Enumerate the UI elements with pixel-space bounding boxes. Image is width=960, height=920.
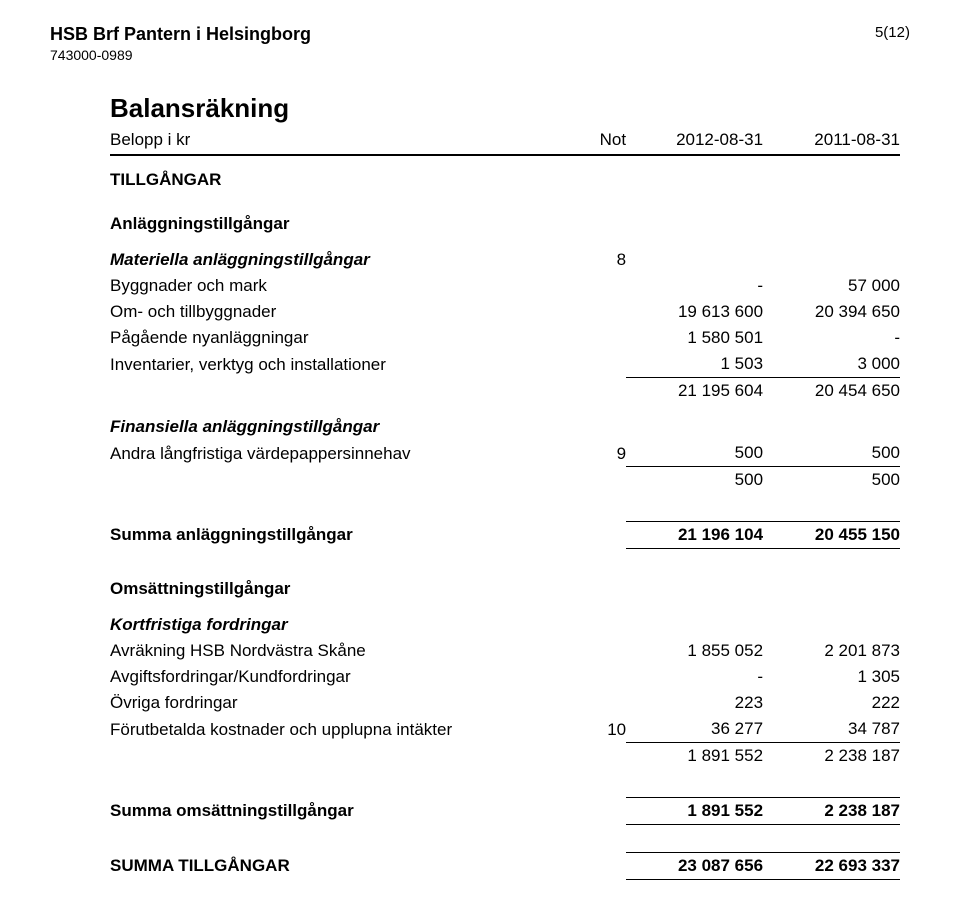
row-label: Övriga fordringar bbox=[110, 690, 552, 716]
sub-text: Materiella anläggningstillgångar bbox=[110, 247, 552, 273]
row-value-1: - bbox=[626, 273, 763, 299]
section-assets-heading: TILLGÅNGAR bbox=[110, 155, 900, 193]
table-row: Övriga fordringar 223 222 bbox=[110, 690, 900, 716]
sum-current-assets-row: Summa omsättningstillgångar 1 891 552 2 … bbox=[110, 797, 900, 824]
sum-2: 20 455 150 bbox=[763, 521, 900, 548]
subtotal-1: 1 891 552 bbox=[626, 743, 763, 770]
col-year-1: 2012-08-31 bbox=[626, 130, 763, 155]
row-label: Avräkning HSB Nordvästra Skåne bbox=[110, 638, 552, 664]
row-value-2: 1 305 bbox=[763, 664, 900, 690]
table-row: Om- och tillbyggnader 19 613 600 20 394 … bbox=[110, 299, 900, 325]
table-row: Avgiftsfordringar/Kundfordringar - 1 305 bbox=[110, 664, 900, 690]
heading-text: Omsättningstillgångar bbox=[110, 576, 552, 602]
col-note: Not bbox=[552, 130, 626, 155]
row-value-1: 223 bbox=[626, 690, 763, 716]
row-value-1: 1 855 052 bbox=[626, 638, 763, 664]
row-label: Om- och tillbyggnader bbox=[110, 299, 552, 325]
balance-table: Belopp i kr Not 2012-08-31 2011-08-31 TI… bbox=[110, 130, 900, 880]
report-title: Balansräkning bbox=[110, 93, 900, 124]
heading-text: Anläggningstillgångar bbox=[110, 211, 552, 237]
table-row: Inventarier, verktyg och installationer … bbox=[110, 351, 900, 378]
table-row: Byggnader och mark - 57 000 bbox=[110, 273, 900, 299]
note-ref: 9 bbox=[552, 440, 626, 467]
row-value-1: - bbox=[626, 664, 763, 690]
sum-fixed-assets-row: Summa anläggningstillgångar 21 196 104 2… bbox=[110, 521, 900, 548]
row-value-2: 500 bbox=[763, 440, 900, 467]
row-value-2: 57 000 bbox=[763, 273, 900, 299]
sum-total-assets-row: SUMMA TILLGÅNGAR 23 087 656 22 693 337 bbox=[110, 852, 900, 879]
sum-1: 1 891 552 bbox=[626, 797, 763, 824]
section-current-assets-heading: Omsättningstillgångar bbox=[110, 576, 900, 602]
row-value-2: 34 787 bbox=[763, 716, 900, 743]
org-name: HSB Brf Pantern i Helsingborg bbox=[50, 24, 311, 45]
subheading-receivables: Kortfristiga fordringar bbox=[110, 612, 900, 638]
col-year-2: 2011-08-31 bbox=[763, 130, 900, 155]
note-ref: 10 bbox=[552, 716, 626, 743]
column-header-row: Belopp i kr Not 2012-08-31 2011-08-31 bbox=[110, 130, 900, 155]
table-row: Pågående nyanläggningar 1 580 501 - bbox=[110, 325, 900, 351]
subtotal-1: 500 bbox=[626, 467, 763, 494]
row-value-2: 3 000 bbox=[763, 351, 900, 378]
row-value-1: 500 bbox=[626, 440, 763, 467]
row-label: Byggnader och mark bbox=[110, 273, 552, 299]
subheading-tangible: Materiella anläggningstillgångar 8 bbox=[110, 247, 900, 273]
row-label: Förutbetalda kostnader och upplupna intä… bbox=[110, 716, 552, 743]
row-label: Summa omsättningstillgångar bbox=[110, 797, 552, 824]
table-row: Förutbetalda kostnader och upplupna intä… bbox=[110, 716, 900, 743]
org-block: HSB Brf Pantern i Helsingborg 743000-098… bbox=[50, 24, 311, 63]
row-value-2: - bbox=[763, 325, 900, 351]
row-value-1: 1 503 bbox=[626, 351, 763, 378]
table-row: Andra långfristiga värdepappersinnehav 9… bbox=[110, 440, 900, 467]
content: Balansräkning Belopp i kr Not 2012-08-31… bbox=[110, 93, 900, 880]
row-value-2: 2 201 873 bbox=[763, 638, 900, 664]
row-value-1: 19 613 600 bbox=[626, 299, 763, 325]
section-fixed-assets-heading: Anläggningstillgångar bbox=[110, 211, 900, 237]
sum-1: 23 087 656 bbox=[626, 852, 763, 879]
row-value-1: 36 277 bbox=[626, 716, 763, 743]
col-label: Belopp i kr bbox=[110, 130, 552, 155]
row-value-1: 1 580 501 bbox=[626, 325, 763, 351]
subheading-financial: Finansiella anläggningstillgångar bbox=[110, 414, 900, 440]
sub-text: Kortfristiga fordringar bbox=[110, 612, 552, 638]
row-label: Inventarier, verktyg och installationer bbox=[110, 351, 552, 378]
row-value-2: 222 bbox=[763, 690, 900, 716]
row-label: Summa anläggningstillgångar bbox=[110, 521, 552, 548]
row-label: Andra långfristiga värdepappersinnehav bbox=[110, 440, 552, 467]
subtotal-row: 500 500 bbox=[110, 467, 900, 494]
row-label: Pågående nyanläggningar bbox=[110, 325, 552, 351]
sum-2: 22 693 337 bbox=[763, 852, 900, 879]
subtotal-2: 20 454 650 bbox=[763, 378, 900, 405]
sum-2: 2 238 187 bbox=[763, 797, 900, 824]
subtotal-1: 21 195 604 bbox=[626, 378, 763, 405]
row-label: Avgiftsfordringar/Kundfordringar bbox=[110, 664, 552, 690]
subtotal-row: 21 195 604 20 454 650 bbox=[110, 378, 900, 405]
row-label: SUMMA TILLGÅNGAR bbox=[110, 852, 552, 879]
subtotal-2: 2 238 187 bbox=[763, 743, 900, 770]
subtotal-2: 500 bbox=[763, 467, 900, 494]
table-row: Avräkning HSB Nordvästra Skåne 1 855 052… bbox=[110, 638, 900, 664]
sub-text: Finansiella anläggningstillgångar bbox=[110, 414, 552, 440]
page-header: HSB Brf Pantern i Helsingborg 743000-098… bbox=[50, 24, 910, 63]
page: HSB Brf Pantern i Helsingborg 743000-098… bbox=[0, 0, 960, 920]
heading-text: TILLGÅNGAR bbox=[110, 155, 552, 193]
row-value-2: 20 394 650 bbox=[763, 299, 900, 325]
note-ref: 8 bbox=[552, 247, 626, 273]
org-number: 743000-0989 bbox=[50, 47, 311, 63]
sum-1: 21 196 104 bbox=[626, 521, 763, 548]
subtotal-row: 1 891 552 2 238 187 bbox=[110, 743, 900, 770]
page-number: 5(12) bbox=[875, 24, 910, 41]
